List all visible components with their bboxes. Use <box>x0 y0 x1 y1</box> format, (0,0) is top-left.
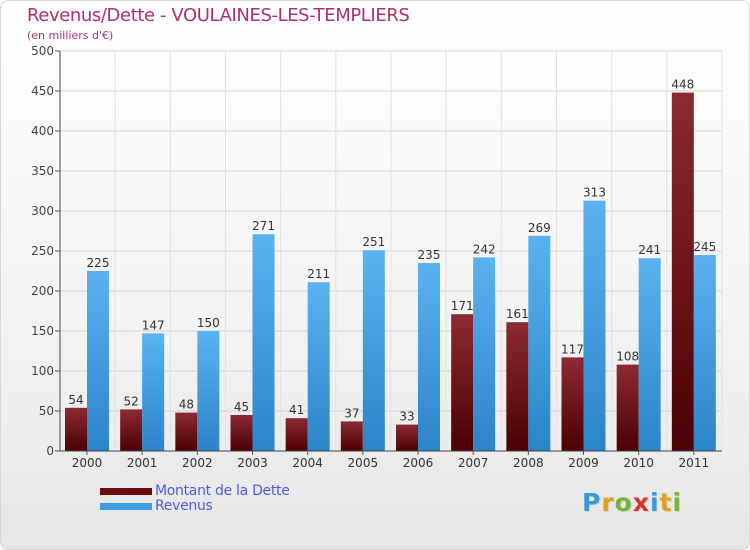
data-label-revenus: 251 <box>362 235 385 249</box>
legend-swatch-debt <box>100 488 152 495</box>
axis-layer: 0 50 100 150 200 250 300 350 400 450 500 2000 2001 20… <box>31 44 722 470</box>
data-label-revenus: 245 <box>693 240 716 254</box>
data-label-debt: 117 <box>561 342 584 356</box>
x-tick-label: 2007 <box>458 456 489 470</box>
x-tick-label: 2006 <box>403 456 434 470</box>
y-tick-label: 150 <box>31 324 54 338</box>
logo-letter: t <box>659 488 673 517</box>
y-tick-label: 450 <box>31 84 54 98</box>
bar-debt <box>506 322 529 451</box>
y-tick-label: 500 <box>31 44 54 58</box>
x-tick-label: 2005 <box>348 456 379 470</box>
bar-revenus <box>693 255 716 451</box>
data-label-debt: 33 <box>399 410 414 424</box>
bar-debt <box>65 407 87 451</box>
x-tick-label: 2002 <box>182 456 213 470</box>
data-label-revenus: 235 <box>418 248 441 262</box>
bar-revenus <box>473 257 496 451</box>
legend-swatch-revenus <box>100 503 152 510</box>
data-label-debt: 171 <box>451 299 474 313</box>
bar-revenus <box>307 282 330 451</box>
data-label-debt: 41 <box>289 403 304 417</box>
y-tick-label: 0 <box>46 444 54 458</box>
bar-debt <box>671 92 694 451</box>
data-label-debt: 161 <box>506 307 529 321</box>
bar-revenus <box>252 234 275 451</box>
data-label-debt: 108 <box>616 350 639 364</box>
y-tick-label: 300 <box>31 204 54 218</box>
x-tick-label: 2009 <box>568 456 599 470</box>
data-label-revenus: 271 <box>252 219 275 233</box>
bar-revenus <box>142 333 165 451</box>
chart-subtitle: (en milliers d'€) <box>27 29 114 42</box>
data-label-revenus: 147 <box>142 318 165 332</box>
y-tick-label: 200 <box>31 284 54 298</box>
logo-letter: r <box>601 488 615 517</box>
bar-debt <box>561 357 584 451</box>
y-tick-label: 250 <box>31 244 54 258</box>
x-tick-label: 2003 <box>237 456 268 470</box>
bar-revenus <box>583 200 606 451</box>
data-label-debt: 448 <box>671 78 694 92</box>
bar-debt <box>616 364 639 451</box>
bar-revenus <box>528 235 551 451</box>
data-label-debt: 37 <box>344 406 359 420</box>
bar-revenus <box>87 271 109 451</box>
logo-letter: i <box>672 488 683 517</box>
y-tick-label: 400 <box>31 124 54 138</box>
legend-label-revenus: Revenus <box>155 498 213 514</box>
bar-debt <box>285 418 308 451</box>
x-tick-label: 2004 <box>292 456 323 470</box>
bar-revenus <box>418 263 440 451</box>
data-label-revenus: 269 <box>528 221 551 235</box>
bar-revenus <box>362 250 385 451</box>
y-tick-label: 50 <box>39 404 54 418</box>
data-label-revenus: 211 <box>307 267 330 281</box>
logo-letter: i <box>650 488 660 517</box>
bar-debt <box>396 424 418 451</box>
legend-label-debt: Montant de la Dette <box>155 483 290 499</box>
y-tick-label: 350 <box>31 164 54 178</box>
logo-letter: P <box>582 488 602 517</box>
data-label-revenus: 242 <box>473 242 496 256</box>
bar-debt <box>230 415 253 451</box>
data-label-debt: 52 <box>124 394 139 408</box>
bar-layer: 54 225 52 147 48 150 45 271 41 211 37 251 33 235 171 24… <box>65 78 716 451</box>
x-tick-label: 2001 <box>127 456 158 470</box>
bar-debt <box>451 314 474 451</box>
grid-layer <box>59 50 723 452</box>
x-tick-label: 2000 <box>72 456 103 470</box>
x-tick-label: 2011 <box>679 456 710 470</box>
bar-debt <box>120 409 143 451</box>
x-tick-label: 2010 <box>623 456 654 470</box>
chart-title: Revenus/Dette - VOULAINES-LES-TEMPLIERS <box>27 5 410 26</box>
y-tick-label: 100 <box>31 364 54 378</box>
bar-debt <box>340 421 363 451</box>
data-label-revenus: 225 <box>87 256 110 270</box>
bar-revenus <box>638 258 661 451</box>
bar-debt <box>175 412 198 451</box>
data-label-debt: 48 <box>179 398 194 412</box>
logo-letter: x <box>632 488 650 517</box>
data-label-revenus: 313 <box>583 186 606 200</box>
x-tick-label: 2008 <box>513 456 544 470</box>
data-label-revenus: 241 <box>638 243 661 257</box>
data-label-revenus: 150 <box>197 316 220 330</box>
data-label-debt: 45 <box>234 400 249 414</box>
proxiti-logo: Proxiti <box>582 488 682 517</box>
logo-letter: o <box>614 488 633 517</box>
bar-revenus <box>197 331 220 451</box>
data-label-debt: 54 <box>68 393 83 407</box>
